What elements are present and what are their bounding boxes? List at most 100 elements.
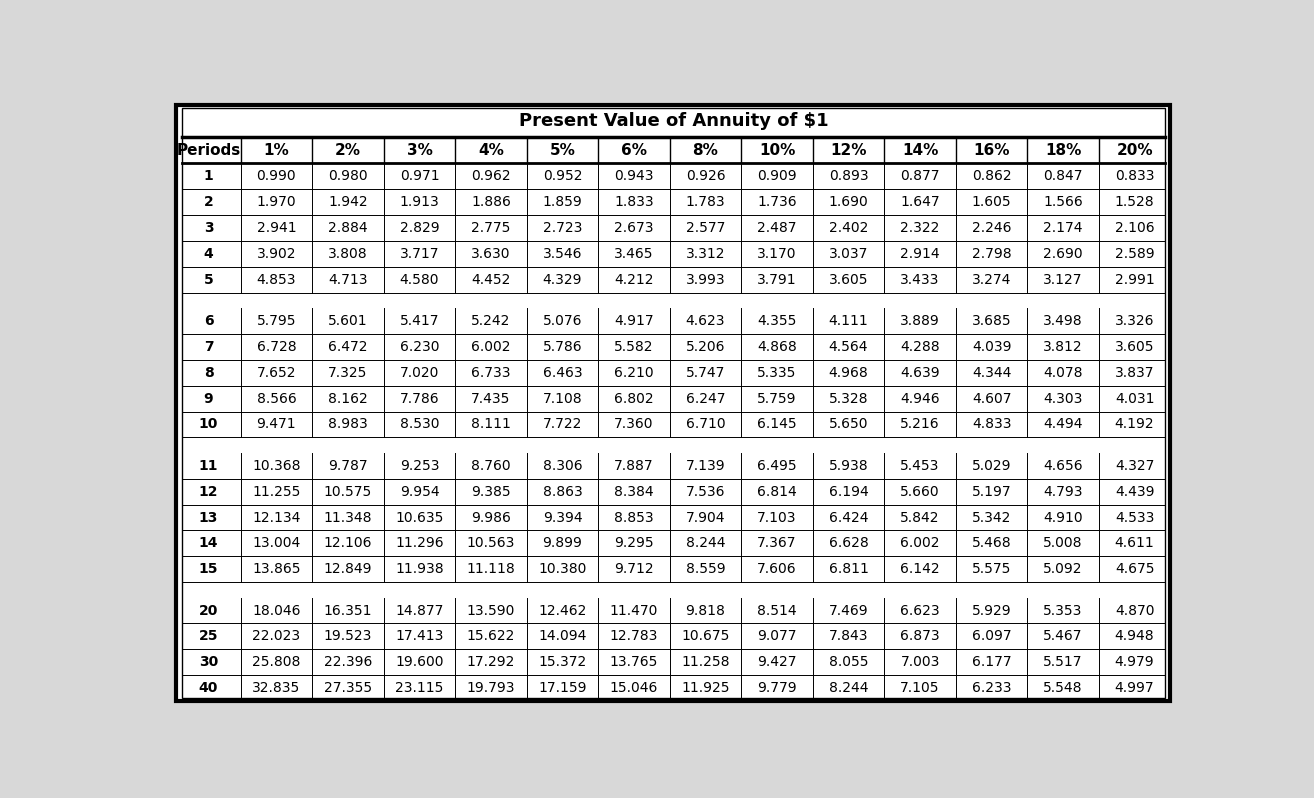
Text: 4.355: 4.355: [757, 314, 796, 328]
Text: 17.292: 17.292: [466, 655, 515, 670]
Text: 7.360: 7.360: [614, 417, 654, 432]
Text: 0.990: 0.990: [256, 169, 296, 184]
Text: 6.177: 6.177: [972, 655, 1012, 670]
Text: 10.635: 10.635: [396, 511, 444, 524]
Text: 8.514: 8.514: [757, 603, 796, 618]
Text: 23.115: 23.115: [396, 681, 444, 695]
Text: 7.536: 7.536: [686, 484, 725, 499]
Text: 8.853: 8.853: [614, 511, 654, 524]
Text: 2.914: 2.914: [900, 247, 940, 261]
Text: 7.105: 7.105: [900, 681, 940, 695]
Text: 2.991: 2.991: [1114, 273, 1155, 286]
Text: 3.605: 3.605: [1114, 340, 1155, 354]
Text: 1.647: 1.647: [900, 196, 940, 209]
Text: 0.877: 0.877: [900, 169, 940, 184]
Text: 8: 8: [204, 365, 213, 380]
Text: 13.765: 13.765: [610, 655, 658, 670]
Text: 2.322: 2.322: [900, 221, 940, 235]
Text: 5.453: 5.453: [900, 459, 940, 473]
Text: 6.710: 6.710: [686, 417, 725, 432]
Text: 13: 13: [198, 511, 218, 524]
Text: 15.372: 15.372: [539, 655, 586, 670]
Text: 0.971: 0.971: [399, 169, 439, 184]
Text: 19.600: 19.600: [396, 655, 444, 670]
Text: 1.566: 1.566: [1043, 196, 1083, 209]
Text: 4.607: 4.607: [972, 392, 1012, 405]
Text: 10%: 10%: [759, 143, 795, 158]
Text: Present Value of Annuity of $1: Present Value of Annuity of $1: [519, 113, 828, 130]
Text: 8.244: 8.244: [686, 536, 725, 551]
Text: 4.910: 4.910: [1043, 511, 1083, 524]
Text: 8.055: 8.055: [829, 655, 869, 670]
Text: 2: 2: [204, 196, 213, 209]
Text: 16%: 16%: [974, 143, 1010, 158]
Text: 4.192: 4.192: [1114, 417, 1155, 432]
Text: 6.873: 6.873: [900, 630, 940, 643]
Text: 3.465: 3.465: [614, 247, 654, 261]
Text: 4.329: 4.329: [543, 273, 582, 286]
Text: 6.247: 6.247: [686, 392, 725, 405]
Text: 4.968: 4.968: [829, 365, 869, 380]
Text: 0.952: 0.952: [543, 169, 582, 184]
Text: 1.859: 1.859: [543, 196, 582, 209]
Text: 1.690: 1.690: [829, 196, 869, 209]
Text: 1.942: 1.942: [328, 196, 368, 209]
Text: 4%: 4%: [478, 143, 503, 158]
Text: 3.274: 3.274: [972, 273, 1012, 286]
Text: 4.948: 4.948: [1114, 630, 1155, 643]
Text: 10.368: 10.368: [252, 459, 301, 473]
Text: 6.728: 6.728: [256, 340, 296, 354]
Text: 10.563: 10.563: [466, 536, 515, 551]
Text: 13.004: 13.004: [252, 536, 301, 551]
Text: 3.812: 3.812: [1043, 340, 1083, 354]
Text: 6.233: 6.233: [972, 681, 1012, 695]
Text: 5.029: 5.029: [972, 459, 1012, 473]
Text: 3.498: 3.498: [1043, 314, 1083, 328]
Text: 7.325: 7.325: [328, 365, 368, 380]
Text: 3.433: 3.433: [900, 273, 940, 286]
Text: 14: 14: [198, 536, 218, 551]
Text: 5.468: 5.468: [972, 536, 1012, 551]
Text: 5.206: 5.206: [686, 340, 725, 354]
Text: 6.811: 6.811: [829, 563, 869, 576]
Text: 8.559: 8.559: [686, 563, 725, 576]
Text: 9.818: 9.818: [686, 603, 725, 618]
Text: 4.833: 4.833: [972, 417, 1012, 432]
Text: 4.580: 4.580: [399, 273, 439, 286]
Text: 2.775: 2.775: [472, 221, 511, 235]
Text: 14%: 14%: [901, 143, 938, 158]
Text: 9.394: 9.394: [543, 511, 582, 524]
Text: 4.656: 4.656: [1043, 459, 1083, 473]
Text: 6.210: 6.210: [614, 365, 654, 380]
Text: 4.111: 4.111: [829, 314, 869, 328]
Text: 4.564: 4.564: [829, 340, 869, 354]
Text: 3: 3: [204, 221, 213, 235]
Text: 4.946: 4.946: [900, 392, 940, 405]
Text: 1: 1: [204, 169, 213, 184]
Text: 7.722: 7.722: [543, 417, 582, 432]
Text: 20: 20: [198, 603, 218, 618]
Text: 5: 5: [204, 273, 213, 286]
Text: 1.528: 1.528: [1114, 196, 1155, 209]
Text: 2.798: 2.798: [972, 247, 1012, 261]
Text: 5.335: 5.335: [757, 365, 796, 380]
Text: 11.255: 11.255: [252, 484, 301, 499]
Text: 3.037: 3.037: [829, 247, 869, 261]
Text: 3.127: 3.127: [1043, 273, 1083, 286]
Text: 8.760: 8.760: [472, 459, 511, 473]
Text: 8.306: 8.306: [543, 459, 582, 473]
Text: 2.577: 2.577: [686, 221, 725, 235]
Text: 3.312: 3.312: [686, 247, 725, 261]
Text: 3.326: 3.326: [1114, 314, 1155, 328]
Text: 2.174: 2.174: [1043, 221, 1083, 235]
Text: 4.979: 4.979: [1114, 655, 1155, 670]
Text: 5%: 5%: [549, 143, 576, 158]
Text: 25: 25: [198, 630, 218, 643]
Text: 4.997: 4.997: [1114, 681, 1155, 695]
Text: 3.993: 3.993: [686, 273, 725, 286]
Text: 6.495: 6.495: [757, 459, 796, 473]
Text: 2.402: 2.402: [829, 221, 869, 235]
Text: 6.623: 6.623: [900, 603, 940, 618]
Text: 10.675: 10.675: [682, 630, 729, 643]
Text: 11.470: 11.470: [610, 603, 658, 618]
